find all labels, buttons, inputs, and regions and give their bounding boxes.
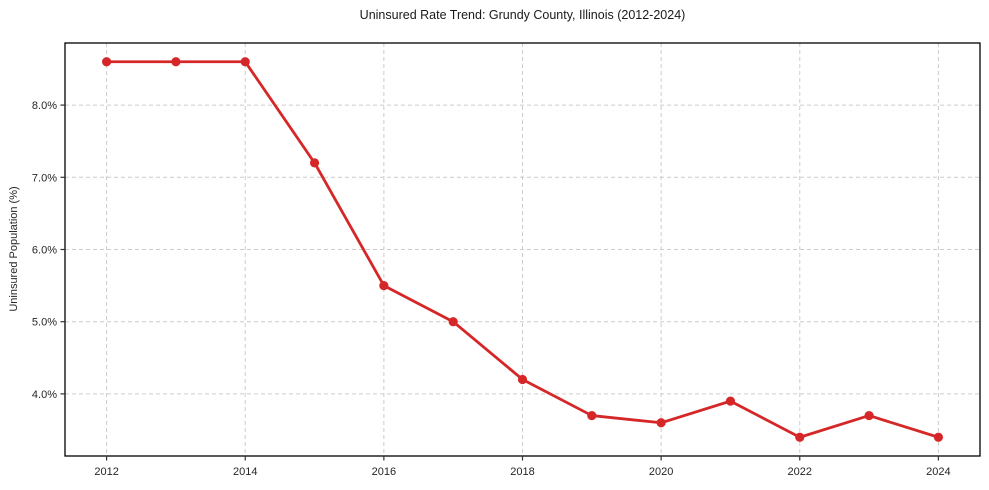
data-point-marker	[171, 57, 181, 67]
x-tick-label: 2024	[926, 466, 950, 478]
data-point-marker	[240, 57, 250, 67]
data-point-marker	[309, 158, 320, 168]
data-point-marker	[587, 410, 597, 421]
data-point-marker	[656, 418, 666, 428]
y-tick-label: 7.0%	[32, 172, 57, 184]
x-tick-label: 2012	[94, 466, 118, 478]
data-point-marker	[101, 57, 112, 67]
x-tick-label: 2022	[788, 466, 812, 478]
data-point-marker	[933, 432, 944, 442]
chart-title: Uninsured Rate Trend: Grundy County, Ill…	[359, 8, 686, 22]
data-point-marker	[379, 281, 389, 291]
x-tick-label: 2014	[233, 466, 257, 478]
data-point-marker	[517, 374, 528, 385]
y-tick-label: 5.0%	[32, 317, 57, 329]
y-tick-label: 8.0%	[32, 100, 57, 112]
x-tick-label: 2020	[649, 466, 673, 478]
data-point-marker	[725, 396, 736, 406]
data-point-marker	[795, 432, 805, 442]
y-tick-label: 6.0%	[32, 245, 57, 257]
data-point-marker	[864, 410, 874, 421]
x-tick-label: 2018	[510, 466, 534, 478]
y-axis-label: Uninsured Population (%)	[8, 186, 20, 312]
data-point-marker	[448, 317, 458, 327]
x-tick-label: 2016	[372, 466, 396, 478]
y-tick-label: 4.0%	[32, 389, 57, 401]
